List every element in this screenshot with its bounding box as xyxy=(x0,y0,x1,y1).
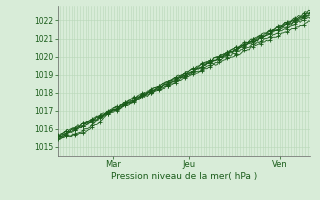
X-axis label: Pression niveau de la mer( hPa ): Pression niveau de la mer( hPa ) xyxy=(111,172,257,181)
